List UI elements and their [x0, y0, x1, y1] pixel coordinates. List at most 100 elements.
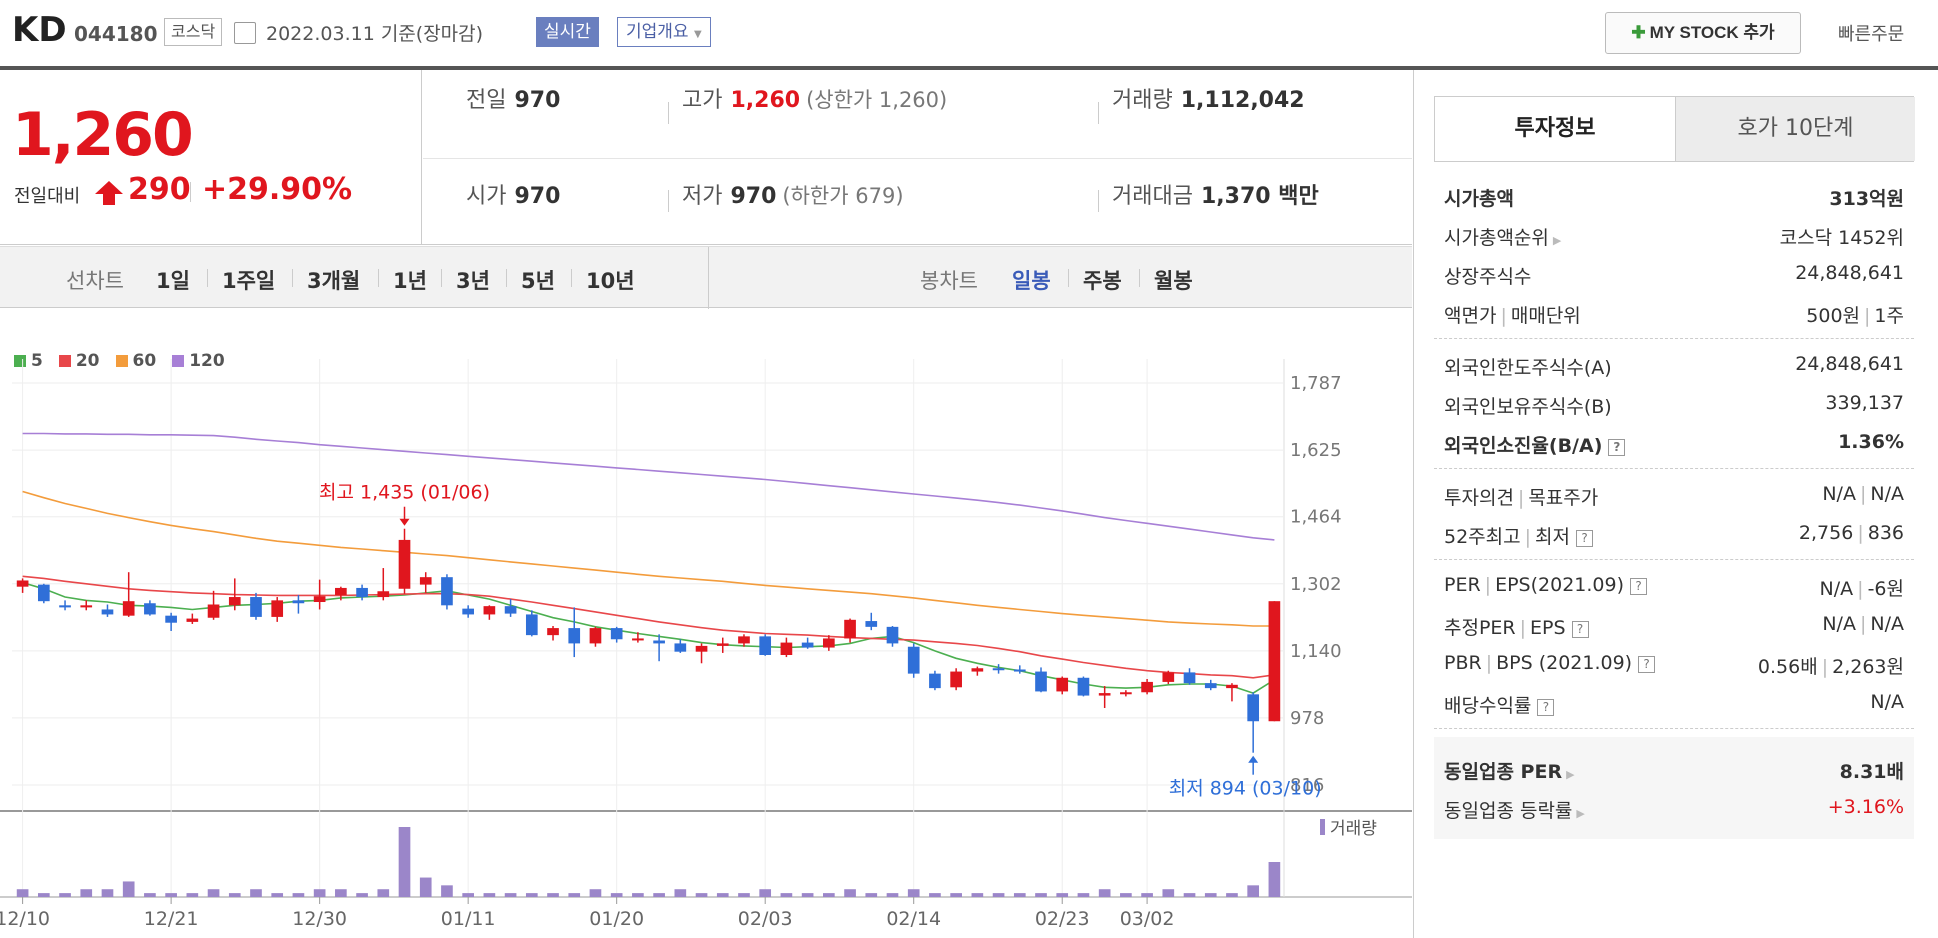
info-row: 동일업종 PER ▶ 8.31배 [1434, 749, 1914, 788]
tab-divider [708, 247, 709, 309]
y-tick-label: 1,787 [1290, 373, 1342, 394]
y-tick-label: 1,302 [1290, 574, 1342, 595]
volume-bar [462, 893, 474, 897]
info-row: 동일업종 등락률 ▶ +3.16% [1434, 788, 1914, 827]
info-value-text: +3.16% [1827, 796, 1904, 818]
x-tick-label: 12/21 [144, 908, 199, 930]
info-group: PER | EPS(2021.09)? N/A | -6원 추정PER | EPS? N/A | N/… [1434, 560, 1914, 729]
chevron-right-icon: ▶ [1552, 234, 1562, 247]
divider: | [1524, 526, 1532, 548]
info-value-text: 24,848,641 [1795, 353, 1904, 375]
candle-body [653, 640, 665, 644]
tab-3m[interactable]: 3개월 [307, 269, 361, 293]
candle-body [1098, 693, 1111, 696]
info-key[interactable]: 시가총액순위 ▶ [1444, 223, 1561, 250]
info-key[interactable]: 동일업종 PER ▶ [1444, 757, 1575, 784]
candle-body [992, 668, 1005, 671]
stock-chart: 5 20 60 120 1,787 1,625 1,464 1,302 1,140 978 816… [0, 309, 1412, 938]
help-icon[interactable]: ? [1576, 530, 1593, 547]
legend-label: 60 [132, 351, 157, 371]
company-overview-dropdown[interactable]: 기업개요 ▼ [617, 17, 711, 47]
candle-body [1056, 677, 1069, 692]
candle-body [313, 596, 326, 603]
info-value-text: N/A [1870, 483, 1904, 505]
info-value: 8.31배 [1840, 757, 1904, 784]
volume-bar [589, 889, 602, 897]
tab-1d[interactable]: 1일 [156, 269, 190, 293]
volume-bar [780, 893, 793, 897]
divider [378, 269, 379, 287]
candle-body [907, 646, 920, 674]
invest-info-list: 시가총액 313억원 시가총액순위 ▶ 코스닥 1452위 상장주식수 24,848,641… [1434, 170, 1914, 839]
volume-bar [1268, 862, 1281, 897]
x-tick-label: 02/14 [886, 908, 941, 930]
candle-body [1247, 694, 1260, 722]
y-tick-label: 978 [1290, 708, 1324, 729]
tab-10y[interactable]: 10년 [586, 269, 635, 293]
tab-3y[interactable]: 3년 [456, 269, 490, 293]
divider: | [1517, 487, 1525, 509]
volume-legend-label: 거래량 [1330, 819, 1377, 839]
tab-5y[interactable]: 5년 [521, 269, 555, 293]
tab-monthly[interactable]: 월봉 [1154, 269, 1193, 293]
help-icon[interactable]: ? [1630, 578, 1647, 595]
legend-label: 20 [75, 351, 100, 371]
candle-body [1226, 684, 1238, 689]
line-chart-label: 선차트 [66, 269, 124, 293]
info-row: PER | EPS(2021.09)? N/A | -6원 [1434, 566, 1914, 605]
info-key-text: 동일업종 PER [1444, 761, 1563, 783]
volume-bar [1247, 885, 1260, 897]
volume-bar [674, 889, 687, 897]
high-value: 1,260 [730, 88, 801, 113]
candle-body [377, 591, 390, 598]
divider: | [1500, 305, 1507, 327]
help-icon[interactable]: ? [1608, 439, 1626, 456]
candle-body [886, 626, 899, 644]
tab-1y[interactable]: 1년 [393, 269, 427, 293]
info-row: 시가총액 313억원 [1434, 176, 1914, 215]
info-value: 500원 | 1주 [1806, 301, 1904, 328]
lower-limit: (하한가 679) [782, 184, 904, 208]
info-value: 0.56배 | 2,263원 [1758, 652, 1904, 679]
volume-bar [271, 893, 284, 897]
help-icon[interactable]: ? [1638, 656, 1656, 673]
divider: | [1484, 574, 1492, 596]
help-icon[interactable]: ? [1537, 699, 1555, 716]
tab-daily[interactable]: 일봉 [1012, 269, 1051, 293]
x-tick-label: 02/03 [738, 908, 793, 930]
divider [292, 269, 293, 287]
volume-bar [483, 893, 496, 897]
ma-line-20 [22, 575, 1275, 679]
tab-weekly[interactable]: 주봉 [1083, 269, 1122, 293]
info-group: 시가총액 313억원 시가총액순위 ▶ 코스닥 1452위 상장주식수 24,848,641… [1434, 170, 1914, 339]
realtime-badge[interactable]: 실시간 [536, 17, 599, 47]
change-rate: +29.90% [202, 172, 353, 207]
candle-body [695, 645, 708, 652]
help-icon[interactable]: ? [1571, 621, 1589, 638]
volume-bar [1013, 893, 1026, 897]
volume-bar [250, 889, 262, 897]
tab-orderbook[interactable]: 호가 10단계 [1675, 97, 1915, 161]
info-value: N/A | N/A [1822, 483, 1904, 505]
volume-bar [313, 889, 326, 897]
annotation-arrowhead [1248, 755, 1259, 763]
tab-1w[interactable]: 1주일 [222, 269, 276, 293]
x-tick-label: 01/11 [441, 908, 496, 930]
divider: | [1821, 656, 1829, 678]
quick-order-link[interactable]: 빠른주문 [1838, 24, 1905, 45]
tab-invest-info[interactable]: 투자정보 [1435, 97, 1675, 161]
candle-body [504, 606, 517, 614]
ma-line-120 [22, 432, 1275, 541]
x-tick-label: 02/23 [1035, 908, 1090, 930]
volume-bar [419, 877, 432, 897]
info-value-text: N/A [1819, 578, 1854, 600]
info-key-text: 시가총액순위 [1444, 227, 1549, 249]
info-value-text: 1.36% [1838, 431, 1904, 453]
ma-line-60 [22, 490, 1275, 627]
info-key: 상장주식수 [1444, 262, 1531, 289]
candle-body [165, 615, 177, 623]
my-stock-add-button[interactable]: ✚ MY STOCK 추가 [1605, 12, 1801, 54]
volume-bar [186, 893, 199, 897]
info-key[interactable]: 동일업종 등락률 ▶ [1444, 796, 1585, 823]
